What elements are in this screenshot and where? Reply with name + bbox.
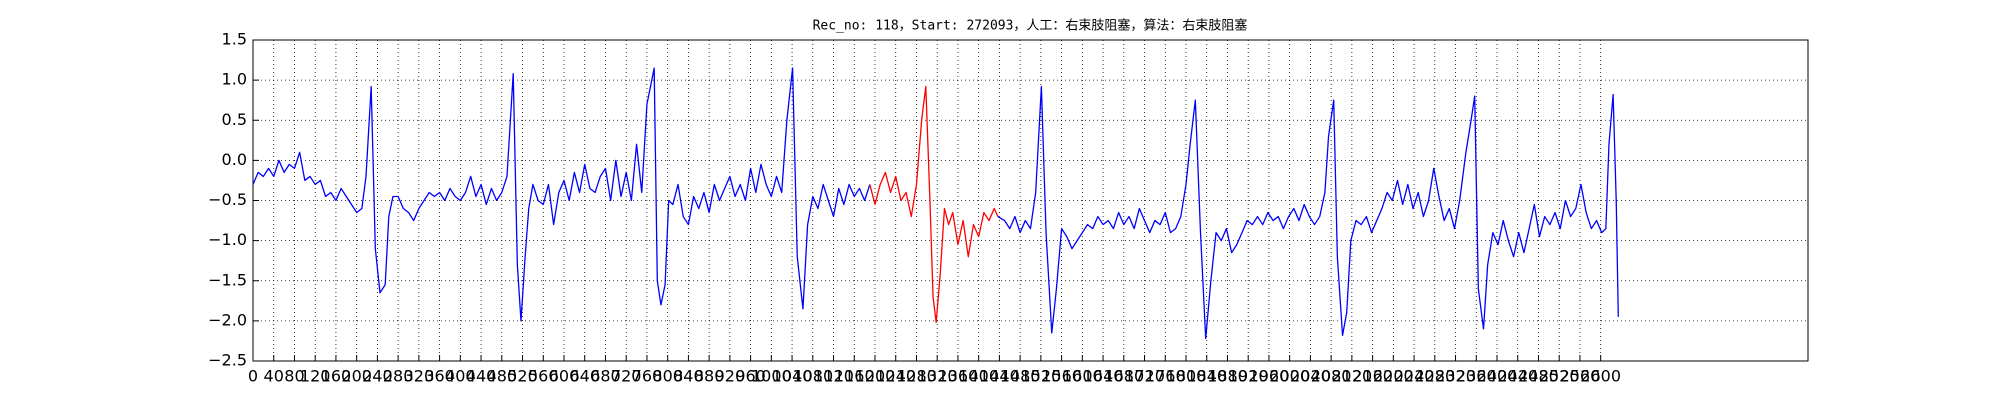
x-tick-label: 1360 xyxy=(938,367,979,386)
x-tick-label: 520 xyxy=(507,367,538,386)
x-tick-label: 2120 xyxy=(1332,367,1373,386)
x-tick-label: 360 xyxy=(424,367,455,386)
plot-frame xyxy=(252,39,1809,362)
x-tick-label: 1520 xyxy=(1021,367,1062,386)
x-tick-label: 640 xyxy=(569,367,600,386)
x-tick-label: 440 xyxy=(466,367,497,386)
x-tick-label: 2040 xyxy=(1290,367,1331,386)
x-tick-label: 120 xyxy=(300,367,331,386)
x-tick-label: 1880 xyxy=(1207,367,1248,386)
x-tick-label: 560 xyxy=(528,367,559,386)
x-tick-label: 2520 xyxy=(1539,367,1580,386)
x-tick-label: 160 xyxy=(321,367,352,386)
x-tick-label: 2000 xyxy=(1269,367,1310,386)
x-tick-label: 1760 xyxy=(1145,367,1186,386)
x-tick-label: 720 xyxy=(611,367,642,386)
ecg-line xyxy=(869,85,999,324)
x-tick-label: 1280 xyxy=(896,367,937,386)
x-tick-label: 2560 xyxy=(1560,367,1601,386)
x-tick-label: 2320 xyxy=(1435,367,1476,386)
chart-title: Rec_no: 118，Start: 272093，人工：右束肢阻塞，算法：右束… xyxy=(813,18,1248,34)
x-tick-label: 1720 xyxy=(1124,367,1165,386)
y-tick-label: −2.5 xyxy=(208,351,247,370)
x-tick-label: 80 xyxy=(284,367,304,386)
x-tick-label: 1920 xyxy=(1228,367,1269,386)
x-tick-label: 1400 xyxy=(958,367,999,386)
x-tick-label: 760 xyxy=(632,367,663,386)
y-tick-label: −2.0 xyxy=(208,310,247,329)
y-tick-label: 1.0 xyxy=(222,70,247,89)
x-tick-label: 1680 xyxy=(1103,367,1144,386)
y-tick-label: 1.5 xyxy=(222,30,247,49)
x-tick-label: 1320 xyxy=(917,367,958,386)
x-tick-label: 1840 xyxy=(1186,367,1227,386)
x-tick-label: 2440 xyxy=(1497,367,1538,386)
y-tick-label: −0.5 xyxy=(208,190,247,209)
x-tick-label: 400 xyxy=(445,367,476,386)
x-tick-label: 280 xyxy=(383,367,414,386)
x-tick-label: 200 xyxy=(341,367,372,386)
x-tick-label: 1560 xyxy=(1041,367,1082,386)
y-tick-label: 0.5 xyxy=(222,110,247,129)
x-tick-label: 2400 xyxy=(1477,367,1518,386)
x-tick-label: 1040 xyxy=(772,367,813,386)
x-tick-label: 2280 xyxy=(1414,367,1455,386)
x-tick-label: 1480 xyxy=(1000,367,1041,386)
x-tick-label: 2200 xyxy=(1373,367,1414,386)
x-tick-label: 920 xyxy=(715,367,746,386)
x-tick-label: 2360 xyxy=(1456,367,1497,386)
x-tick-label: 680 xyxy=(590,367,621,386)
x-tick-label: 1640 xyxy=(1083,367,1124,386)
x-tick-label: 2480 xyxy=(1518,367,1559,386)
x-tick-label: 1200 xyxy=(855,367,896,386)
x-tick-label: 1600 xyxy=(1062,367,1103,386)
x-tick-label: 2160 xyxy=(1352,367,1393,386)
x-tick-label: 880 xyxy=(694,367,725,386)
x-tick-label: 1240 xyxy=(875,367,916,386)
x-tick-label: 2600 xyxy=(1580,367,1621,386)
x-tick-label: 1000 xyxy=(751,367,792,386)
x-tick-label: 840 xyxy=(673,367,704,386)
x-tick-label: 2080 xyxy=(1311,367,1352,386)
ecg-line xyxy=(252,67,871,322)
x-tick-label: 0 xyxy=(248,367,258,386)
x-tick-label: 1960 xyxy=(1249,367,1290,386)
x-tick-label: 1080 xyxy=(792,367,833,386)
x-tick-label: 1440 xyxy=(979,367,1020,386)
x-tick-label: 1800 xyxy=(1166,367,1207,386)
x-tick-label: 320 xyxy=(404,367,435,386)
x-tick-label: 600 xyxy=(549,367,580,386)
y-tick-label: −1.0 xyxy=(208,230,247,249)
ecg-line xyxy=(997,85,1619,340)
x-tick-label: 480 xyxy=(487,367,518,386)
x-tick-label: 240 xyxy=(362,367,393,386)
x-tick-label: 960 xyxy=(735,367,766,386)
x-tick-label: 800 xyxy=(652,367,683,386)
x-tick-label: 2240 xyxy=(1394,367,1435,386)
x-tick-label: 40 xyxy=(264,367,284,386)
y-tick-label: −1.5 xyxy=(208,270,247,289)
x-tick-label: 1120 xyxy=(813,367,854,386)
x-tick-label: 1160 xyxy=(834,367,875,386)
y-tick-label: 0.0 xyxy=(222,150,247,169)
